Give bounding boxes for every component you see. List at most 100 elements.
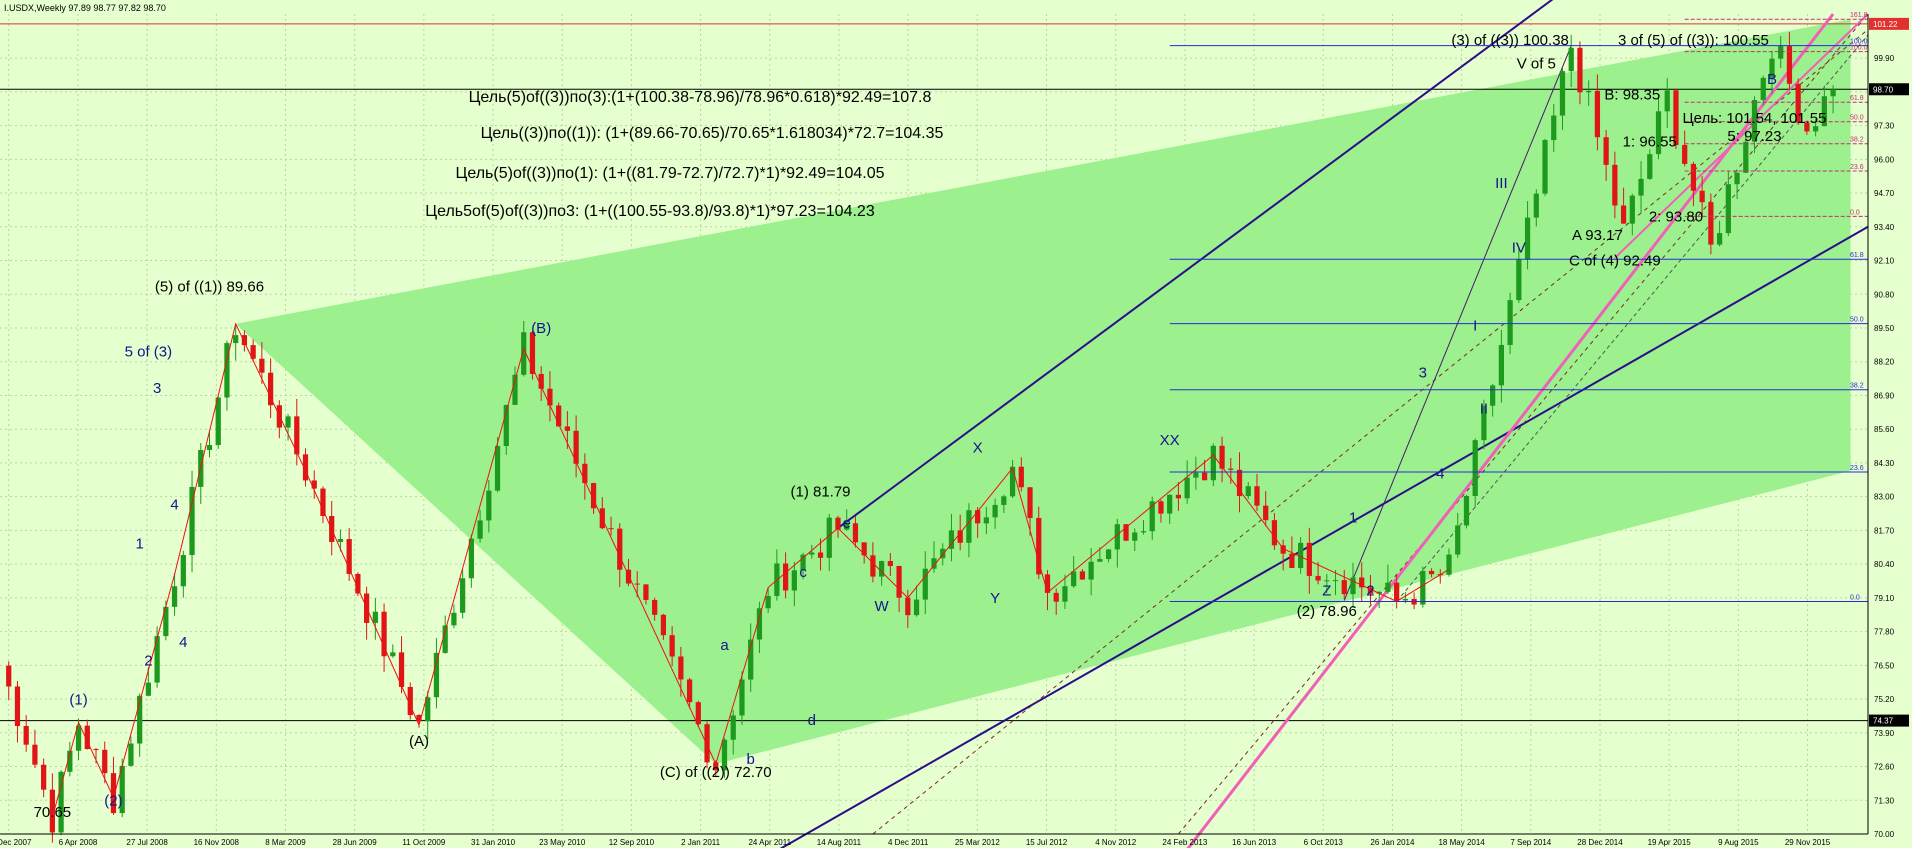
x-tick-label: 19 Apr 2015	[1648, 838, 1692, 847]
candle-body	[905, 597, 911, 616]
dashed-trend-1	[872, 29, 1869, 835]
candle-body	[1132, 532, 1138, 541]
x-tick-label: 6 Apr 2008	[59, 838, 98, 847]
x-tick-label: 24 Apr 2011	[748, 838, 791, 847]
candle-body	[1708, 202, 1714, 245]
candle-body	[233, 335, 239, 344]
candle-body	[1280, 545, 1286, 554]
y-tick-label: 85.60	[1874, 425, 1895, 434]
wave-label: (2) 78.96	[1297, 603, 1357, 620]
wave-label: 70.65	[34, 804, 72, 821]
candle-body	[1428, 570, 1435, 575]
candle-body	[529, 332, 536, 374]
candle-body	[913, 599, 920, 616]
wave-label: 5: 97.23	[1727, 128, 1781, 145]
x-tick-label: 25 Mar 2012	[955, 838, 1000, 847]
candle-body	[590, 483, 597, 509]
candle-body	[1725, 184, 1731, 234]
candle-body	[739, 679, 745, 716]
candle-body	[1114, 524, 1120, 550]
candle-body	[1167, 494, 1173, 514]
candle-body	[1097, 559, 1103, 562]
wave-label: (3) of ((3)) 100.38	[1451, 32, 1569, 49]
candle-body	[817, 552, 824, 558]
y-tick-label: 77.80	[1874, 628, 1895, 637]
candle-body	[975, 510, 981, 524]
candle-body	[1228, 468, 1234, 470]
candle-body	[582, 463, 588, 484]
x-tick-label: 29 Nov 2015	[1785, 838, 1831, 847]
y-tick-label: 92.10	[1874, 257, 1895, 266]
wave-label: b	[747, 751, 755, 768]
candle-body	[119, 765, 125, 814]
wave-label: III	[1495, 175, 1508, 192]
wave-label: c	[799, 564, 807, 581]
candle-body	[1324, 580, 1330, 582]
wave-label: XX	[1160, 432, 1180, 449]
candle-body	[1716, 233, 1723, 245]
candle-body	[1586, 90, 1592, 93]
wave-label: (2)	[104, 792, 122, 809]
candle-body	[241, 335, 248, 346]
candle-body	[1193, 472, 1199, 478]
x-tick-label: 14 Aug 2011	[817, 838, 862, 847]
candle-body	[1760, 77, 1766, 100]
candle-body	[1638, 178, 1644, 196]
fib-small-label: 50.0	[1850, 115, 1864, 122]
candle-body	[75, 725, 82, 751]
y-tick-label: 93.40	[1874, 223, 1895, 232]
x-tick-label: 16 Dec 2007	[0, 838, 32, 847]
wave-label: 4	[170, 497, 178, 514]
candle-body	[852, 523, 859, 543]
candle-body	[1385, 582, 1391, 592]
x-tick-label: 28 Dec 2014	[1577, 838, 1623, 847]
x-tick-label: 23 May 2010	[539, 838, 586, 847]
channel-lower	[779, 225, 1869, 848]
x-tick-label: 12 Sep 2010	[609, 838, 655, 847]
candle-body	[425, 697, 431, 722]
candle-body	[1446, 554, 1452, 575]
candle-body	[1001, 496, 1007, 505]
x-tick-label: 26 Jan 2014	[1370, 838, 1415, 847]
fib-small-label: 0.0	[1850, 209, 1860, 216]
candle-body	[1420, 570, 1426, 605]
candle-body	[1516, 259, 1522, 301]
y-tick-label: 76.50	[1874, 661, 1895, 670]
x-tick-label: 6 Oct 2013	[1304, 838, 1344, 847]
dashed-trend-3	[1396, 34, 1869, 602]
candle-body	[285, 416, 291, 428]
candle-body	[1804, 122, 1810, 132]
y-tick-label: 96.00	[1874, 155, 1895, 164]
candle-body	[992, 504, 998, 518]
candle-body	[1594, 90, 1601, 138]
x-tick-label: 18 May 2014	[1438, 838, 1485, 847]
fib-label: 50.0	[1850, 317, 1864, 324]
y-tick-label: 79.10	[1874, 594, 1895, 603]
candle-body	[381, 611, 387, 657]
candle-body	[1743, 141, 1749, 173]
y-tick-label: 99.90	[1874, 54, 1895, 63]
candle-body	[721, 739, 728, 771]
candle-body	[1551, 115, 1557, 141]
candle-body	[346, 539, 352, 574]
fib-small-label: 100.0	[1850, 45, 1868, 52]
y-tick-label: 70.00	[1874, 830, 1895, 839]
x-tick-label: 7 Sep 2014	[1510, 838, 1551, 847]
wave-label: d	[808, 712, 816, 729]
candle-body	[521, 332, 527, 375]
y-tick-label: 80.40	[1874, 560, 1895, 569]
candle-body	[372, 611, 378, 623]
candle-body	[390, 652, 396, 657]
candle-body	[957, 530, 963, 543]
candle-body	[58, 771, 64, 833]
price-axis: 70.00 71.30 72.60 73.90 75.20 76.50 77.80 79.10…	[0, 14, 1909, 839]
wave-label: 2	[144, 652, 152, 669]
dashed-trend-2	[1178, 13, 1869, 835]
fib-small-label: 61.8	[1850, 95, 1864, 102]
candle-body	[1690, 163, 1697, 191]
wave-label: C of (4) 92.49	[1569, 253, 1661, 270]
candle-body	[1210, 445, 1216, 481]
y-tick-label: 97.30	[1874, 122, 1895, 131]
candle-body	[1455, 525, 1461, 555]
